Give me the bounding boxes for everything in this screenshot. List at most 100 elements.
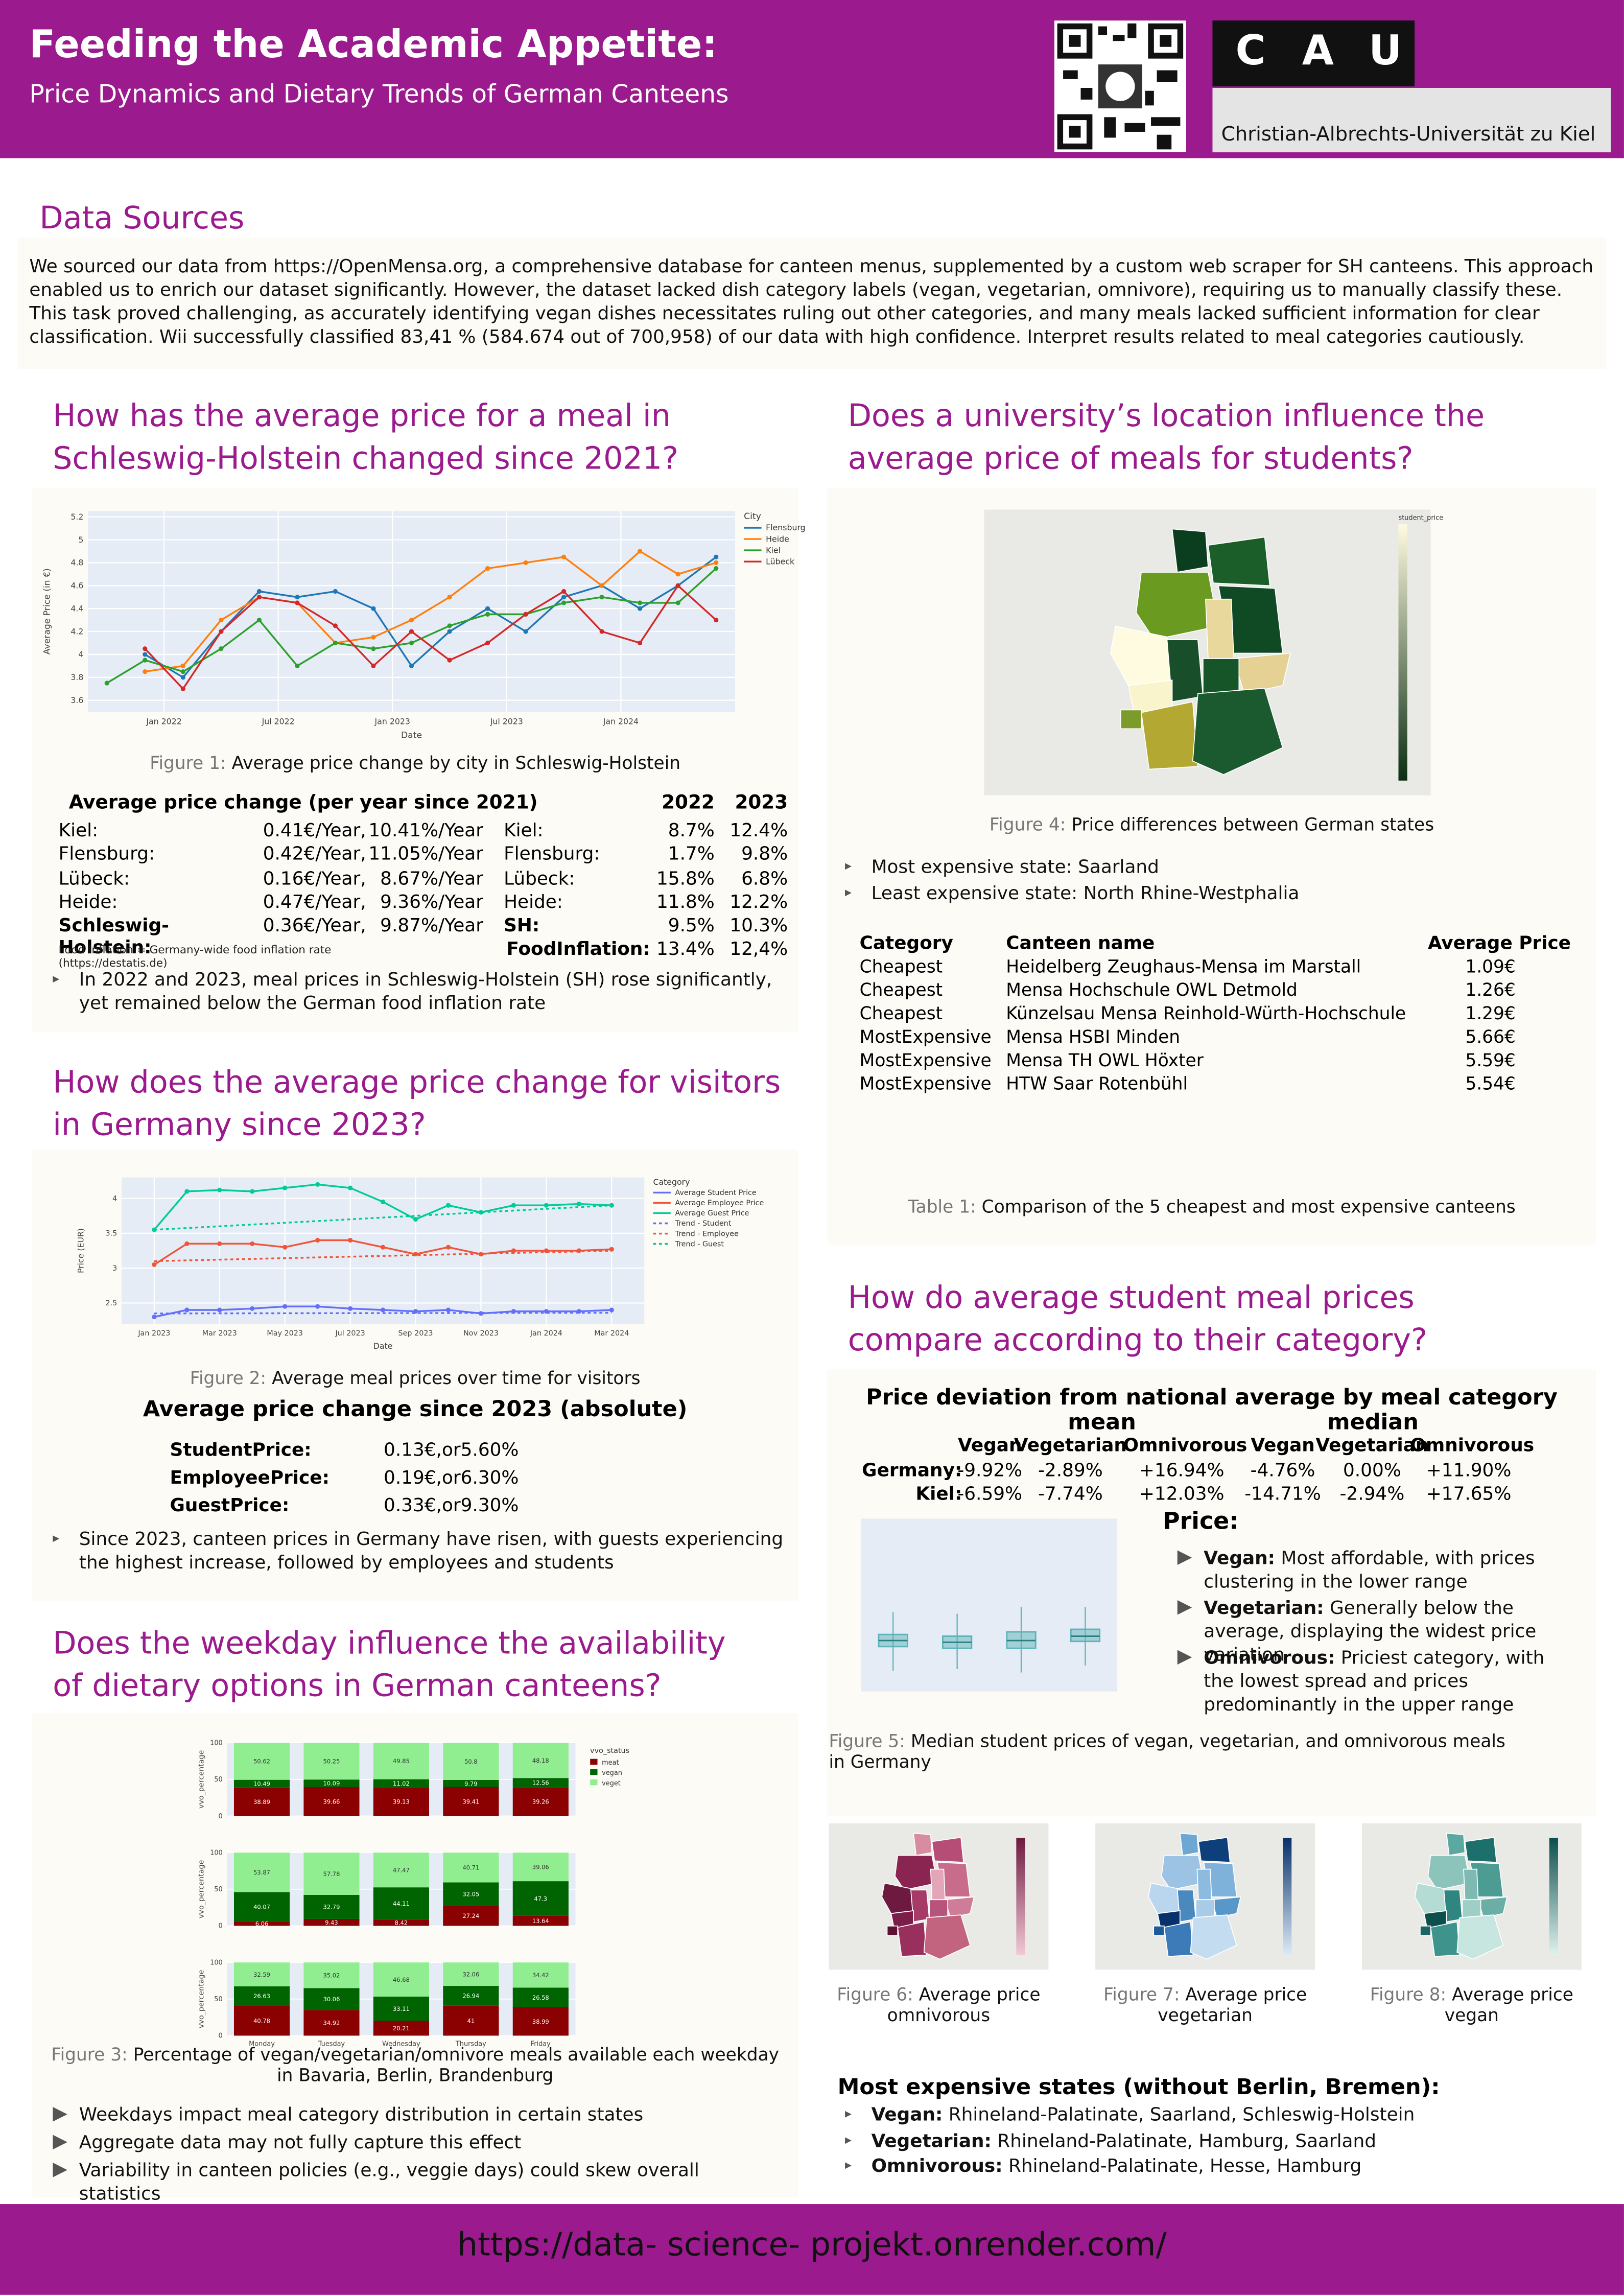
data-point (445, 1245, 451, 1250)
data-point (283, 1245, 288, 1250)
bullet-text: Variability in canteen policies (e.g., v… (79, 2159, 699, 2205)
data-point (315, 1304, 320, 1309)
map-region (886, 1925, 899, 1936)
data-point (511, 1248, 516, 1253)
data-point (561, 554, 567, 559)
university-name: Christian-Albrechts-Universität zu Kiel (1221, 123, 1596, 147)
table-header: 2023 (735, 792, 788, 814)
series-line (154, 1250, 612, 1262)
legend-label: Heide (766, 534, 789, 544)
x-tick-label: Sep 2023 (398, 1329, 433, 1338)
y-tick-label: 4.6 (70, 581, 83, 591)
series-line (144, 584, 717, 690)
data-point (152, 1315, 157, 1320)
map: student_price (984, 509, 1443, 795)
map-region (1120, 709, 1142, 730)
table-cell: 9.36%/Year (380, 890, 483, 912)
bullet-marker: ▸ (844, 859, 852, 875)
data-point (143, 669, 148, 674)
bullet-marker: ▶ (53, 2103, 67, 2125)
sub-heading: Price: (1163, 1507, 1239, 1535)
bullet: ▶ Weekdays impact meal category distribut… (53, 2103, 785, 2126)
data-label: 32.05 (462, 1891, 479, 1898)
data-label: 26.58 (532, 1994, 549, 2001)
data-label: 34.92 (323, 2020, 340, 2027)
map-region (1211, 1896, 1241, 1918)
bullet-term: Vegan: (1204, 1547, 1276, 1569)
data-point (638, 549, 643, 554)
caption-label: Figure 3: (51, 2044, 128, 2065)
table-cell: Schleswig-Holstein: (58, 914, 170, 958)
caption-text: Price differences between German states (1071, 814, 1434, 835)
y-tick-label: 4.4 (70, 603, 83, 613)
y-axis-label: Price (EUR) (76, 1228, 85, 1273)
box-plot (861, 1518, 1118, 1692)
data-point (561, 589, 567, 594)
table-cell: 15.8% (656, 866, 715, 888)
series-line (144, 556, 717, 679)
data-label: 50.62 (253, 1758, 270, 1765)
data-label: 38.89 (253, 1798, 270, 1806)
bullet-term: Omnivorous: (871, 2154, 1003, 2176)
data-label: 8.42 (395, 1919, 408, 1927)
figure-caption: Figure 3: Percentage of vegan/vegetarian… (47, 2045, 784, 2086)
bar-segment (512, 1915, 569, 1926)
caption-text: Average meal prices over time for visito… (272, 1368, 641, 1389)
data-point (478, 1210, 484, 1215)
bullet-marker: ▸ (53, 972, 60, 988)
bar-segment (233, 1921, 290, 1926)
series-line (154, 1204, 612, 1231)
table-cell: +16.94% (1139, 1459, 1225, 1481)
table-group: mean (1068, 1409, 1136, 1436)
data-point (143, 658, 148, 663)
bullet: ▶ Vegetarian: Generally below the average… (1178, 1596, 1580, 1667)
data-point (184, 1189, 190, 1194)
legend-label: Trend - Student (674, 1220, 731, 1228)
logo-strip (1212, 87, 1611, 153)
bullet-text: Rhineland-Palatinate, Saarland, Schleswi… (948, 2103, 1415, 2125)
table-cell: 5.66€ (1465, 1026, 1516, 1047)
data-point (371, 606, 376, 611)
legend-label: Trend - Guest (674, 1240, 724, 1248)
series-line (145, 550, 717, 673)
table-cell: 0.00% (1343, 1459, 1401, 1481)
bar-segment (443, 1779, 499, 1787)
data-point (447, 658, 452, 663)
data-point (256, 595, 262, 600)
data-point (714, 566, 719, 571)
y-tick-label: 100 (210, 1959, 223, 1966)
legend-label: Average Guest Price (675, 1209, 749, 1217)
bullet-marker: ▸ (53, 1532, 60, 1547)
box (1070, 1628, 1101, 1643)
table-cell: 8.67%/Year (380, 866, 483, 888)
data-point (485, 612, 490, 617)
bar-segment (443, 1743, 499, 1780)
data-label: 50.25 (323, 1758, 340, 1765)
footnote: Food Inflation = Germany-wide food infla… (58, 943, 332, 970)
bar-segment (512, 2007, 569, 2036)
x-tick-label: Jan 2024 (603, 716, 639, 726)
caption-text: Median student prices of vegan, vegetari… (829, 1731, 1505, 1772)
legend-label: Trend - Employee (674, 1230, 739, 1238)
y-axis-label: vvo_percentage (197, 1970, 205, 2028)
x-tick-label: Mar 2024 (594, 1329, 629, 1338)
data-point (409, 663, 414, 668)
bar-segment (443, 1853, 499, 1883)
table-cell: 11.8% (656, 890, 715, 912)
data-label: 34.42 (532, 1972, 549, 1979)
bar-segment (233, 1853, 290, 1892)
data-label: 35.02 (323, 1972, 340, 1979)
data-point (217, 1187, 222, 1192)
table-cell: 0.47€/Year, (263, 890, 366, 912)
color-bar (1016, 1838, 1025, 1955)
bar-segment (512, 1743, 569, 1778)
figure-caption: Figure 5: Median student prices of vegan… (829, 1731, 1517, 1772)
y-tick-label: 4 (112, 1194, 117, 1203)
bar-segment (233, 1962, 290, 1986)
bar-segment (233, 1892, 290, 1922)
table-cell: +12.03% (1139, 1482, 1225, 1504)
qr-code (1054, 20, 1186, 153)
table-cell: 0.33€,or9.30% (384, 1493, 519, 1516)
logo-box (1212, 20, 1415, 87)
y-tick-label: 0 (219, 1923, 223, 1930)
